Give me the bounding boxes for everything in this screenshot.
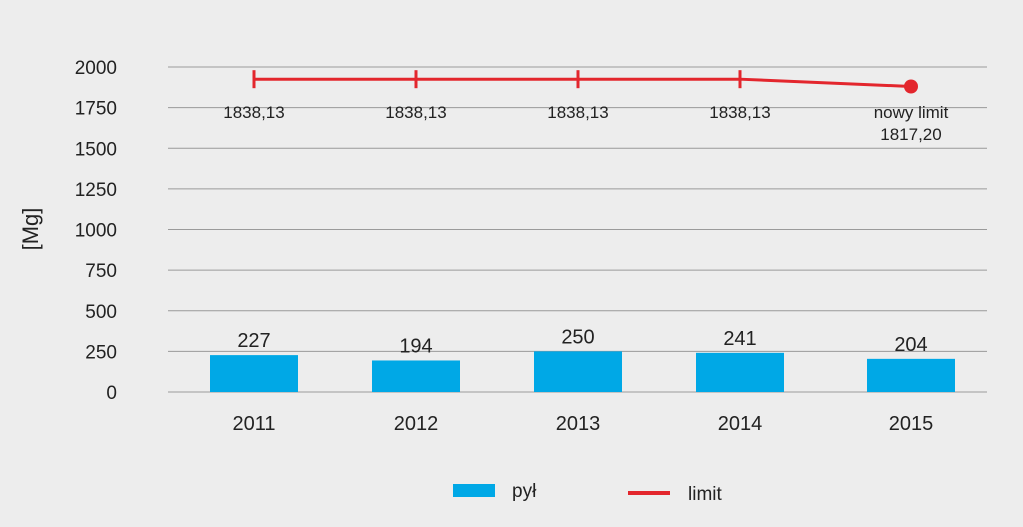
x-tick-label: 2014	[718, 413, 763, 435]
bar	[696, 352, 784, 392]
y-tick-label: 250	[85, 342, 117, 363]
limit-value-label-line: 1838,13	[709, 103, 770, 122]
limit-marker	[904, 79, 918, 94]
x-tick-label: 2012	[394, 413, 439, 435]
grid	[168, 66, 987, 393]
x-tick-label: 2013	[556, 413, 601, 435]
y-axis-label: [Mg]	[18, 208, 43, 251]
limit-value-label-line: nowy limit	[874, 103, 949, 122]
legend-swatch-pyl	[453, 484, 495, 497]
bar	[210, 355, 298, 392]
y-tick-label: 1500	[75, 139, 117, 160]
limit-value-label-line: 1838,13	[385, 103, 446, 122]
bar-value-label: 204	[894, 334, 927, 356]
legend-label-pyl: pył	[512, 481, 537, 502]
bars	[210, 351, 955, 392]
bar	[372, 360, 460, 392]
x-tick-label: 2015	[889, 413, 934, 435]
bar-labels: 227 194 250 241 204	[237, 326, 927, 357]
bar	[867, 358, 955, 392]
bar	[534, 351, 622, 392]
y-tick-label: 2000	[75, 58, 117, 79]
limit-value-label: 1838,13	[547, 103, 608, 122]
y-tick-label: 1000	[75, 221, 117, 242]
limit-line	[254, 77, 912, 88]
y-axis-ticks: 0 250 500 750 1000 1250 1500 1750 2000	[75, 58, 117, 404]
legend: pył limit	[453, 481, 722, 505]
bar-value-label: 194	[399, 335, 432, 357]
y-tick-label: 1250	[75, 180, 117, 201]
limit-value-label-line: 1838,13	[547, 103, 608, 122]
limit-value-label: nowy limit 1817,20	[874, 103, 949, 144]
limit-value-label-line: 1838,13	[223, 103, 284, 122]
bar-value-label: 250	[561, 326, 594, 348]
y-tick-label: 500	[85, 302, 117, 323]
legend-label-limit: limit	[688, 484, 722, 505]
x-tick-label: 2011	[232, 413, 275, 435]
bar-value-label: 241	[723, 328, 756, 350]
bar-value-label: 227	[237, 330, 270, 352]
limit-value-label: 1838,13	[223, 103, 284, 122]
y-tick-label: 0	[106, 383, 117, 404]
limit-series: 1838,13 1838,13 1838,13 1838,13 nowy limit 18…	[223, 70, 949, 144]
y-tick-label: 1750	[75, 99, 117, 120]
x-axis-ticks: 2011 2012 2013 2014 2015	[232, 413, 933, 435]
limit-value-label: 1838,13	[709, 103, 770, 122]
limit-value-label: 1838,13	[385, 103, 446, 122]
y-tick-label: 750	[85, 261, 117, 282]
limit-value-label-line: 1817,20	[880, 125, 941, 144]
